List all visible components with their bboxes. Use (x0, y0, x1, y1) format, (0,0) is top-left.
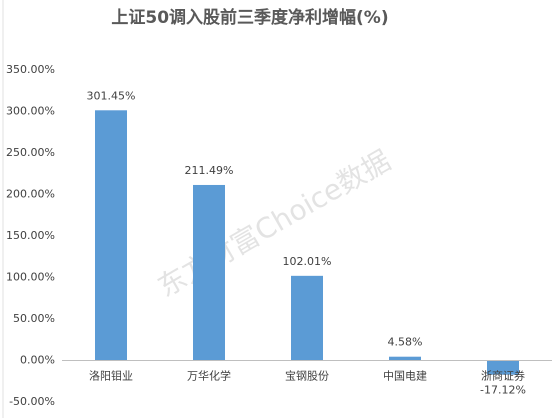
y-tick-label: -50.00% (9, 395, 55, 408)
y-tick-label: 250.00% (6, 146, 55, 159)
data-label: 102.01% (283, 255, 332, 268)
data-label: 4.58% (388, 336, 423, 349)
y-tick-label: 150.00% (6, 229, 55, 242)
x-tick-label: 中国电建 (383, 369, 427, 383)
x-tick-label: 浙商证券 (481, 369, 525, 383)
bar (95, 110, 127, 361)
bar (389, 356, 421, 361)
data-label: 211.49% (185, 164, 234, 177)
x-tick-label: 万华化学 (187, 369, 231, 383)
x-tick-label: 宝钢股份 (285, 369, 329, 383)
bar (487, 360, 519, 375)
y-tick-label: 50.00% (13, 312, 55, 325)
y-tick-label: 350.00% (6, 63, 55, 76)
data-label: -17.12% (480, 384, 526, 397)
bar (193, 184, 225, 361)
chart-title: 上证50调入股前三季度净利增幅(%) (111, 7, 388, 28)
y-tick-label: 300.00% (6, 105, 55, 118)
x-tick-label: 洛阳钼业 (89, 369, 133, 383)
data-label: 301.45% (87, 89, 136, 102)
y-tick-label: 100.00% (6, 271, 55, 284)
y-tick-label: 200.00% (6, 188, 55, 201)
y-tick-label: 0.00% (20, 354, 55, 367)
bar (291, 275, 323, 361)
